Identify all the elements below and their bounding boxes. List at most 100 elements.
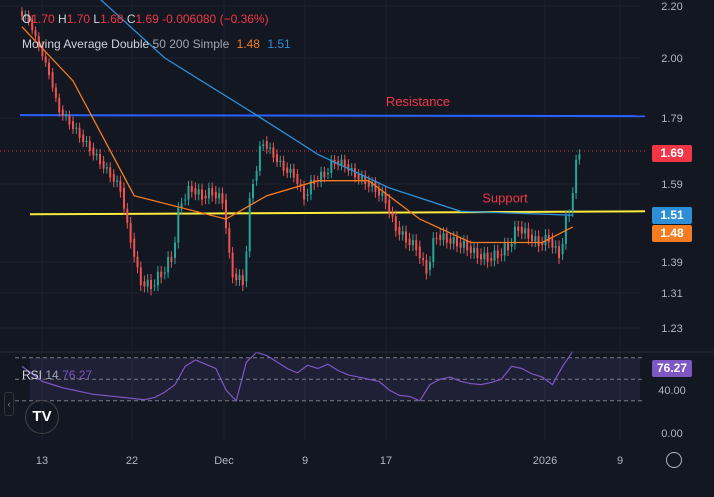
candle	[357, 174, 360, 180]
candle	[374, 181, 377, 192]
x-tick-label: 9	[302, 455, 308, 467]
candle	[289, 168, 292, 173]
candle	[187, 185, 190, 200]
candle	[262, 144, 265, 147]
candle	[123, 187, 125, 209]
rsi-value-tag: 76.27	[652, 360, 692, 377]
candle	[163, 272, 166, 274]
price-tick-label: 2.20	[661, 1, 682, 13]
candle	[174, 242, 176, 259]
candle	[513, 226, 516, 244]
candle	[180, 203, 183, 209]
candle	[65, 114, 68, 117]
candle	[517, 226, 520, 231]
candle	[279, 160, 282, 162]
candle	[473, 247, 476, 253]
candle	[27, 14, 30, 22]
high-value: 1.70	[66, 12, 91, 26]
candle	[119, 180, 122, 192]
candle	[21, 11, 23, 17]
candle	[340, 159, 343, 166]
candle	[184, 199, 187, 201]
candle	[568, 215, 571, 217]
candle	[378, 187, 380, 196]
candle	[405, 231, 407, 243]
tradingview-logo[interactable]: TV	[25, 400, 59, 434]
candle	[520, 226, 523, 234]
candle	[150, 279, 152, 290]
close-value: 1.69	[135, 12, 159, 26]
candle	[493, 250, 496, 261]
ma-name: Moving Average Double	[22, 37, 150, 51]
candle	[48, 62, 50, 76]
candle	[85, 140, 88, 143]
price-tick-label: 1.39	[661, 257, 682, 269]
candle	[541, 242, 544, 246]
candle	[204, 195, 207, 199]
candle	[476, 247, 479, 259]
candle	[225, 199, 227, 229]
candle	[578, 154, 581, 160]
candle	[228, 228, 231, 253]
candle	[61, 109, 64, 117]
ma-legend[interactable]: Moving Average Double 50 200 Simple 1.48…	[22, 37, 291, 51]
candle	[486, 252, 489, 262]
candle	[248, 198, 251, 252]
candle	[503, 243, 506, 256]
candle	[367, 180, 370, 187]
candle	[483, 252, 486, 260]
candle	[109, 167, 112, 178]
open-label: O	[22, 12, 32, 26]
rsi-legend[interactable]: RSI 14 76.27	[22, 368, 92, 382]
collapse-arrow-icon[interactable]: ‹	[4, 392, 14, 416]
candle	[218, 193, 221, 199]
candle	[231, 252, 234, 278]
candle	[490, 258, 493, 261]
candle	[303, 185, 305, 200]
ma-fast-tag: 1.48	[652, 225, 692, 242]
candle	[102, 160, 105, 169]
candle	[299, 184, 302, 186]
candle	[221, 193, 224, 204]
candle	[245, 251, 248, 282]
candle	[88, 140, 91, 151]
settings-icon[interactable]	[666, 452, 682, 468]
candle	[265, 141, 268, 149]
candle	[177, 208, 180, 243]
candle	[422, 258, 425, 261]
candle	[531, 234, 533, 242]
candle	[92, 147, 95, 156]
candle	[235, 273, 238, 281]
ohlc-legend: O1.70 H1.70 L1.68 C1.69 -0.006080 (−0.36…	[22, 12, 269, 26]
candle	[24, 14, 27, 17]
candle	[146, 279, 149, 287]
candle	[82, 134, 85, 143]
low-label: L	[93, 12, 101, 26]
close-label: C	[126, 12, 136, 26]
x-tick-label: 13	[36, 455, 48, 467]
candle	[456, 237, 458, 247]
candle	[462, 240, 465, 248]
candle	[408, 238, 411, 246]
price-tick-label: 1.31	[661, 288, 682, 300]
ma-slow-value: 1.51	[267, 37, 291, 51]
candle	[116, 180, 119, 182]
candle	[255, 170, 258, 181]
candle	[371, 181, 374, 187]
candle	[37, 36, 40, 48]
candle	[575, 159, 578, 194]
candle	[350, 168, 353, 171]
candle	[452, 237, 455, 244]
candle	[72, 121, 74, 129]
candle	[401, 231, 404, 235]
candle	[439, 234, 442, 240]
candle	[381, 192, 384, 196]
candle	[327, 173, 329, 175]
candle	[282, 160, 285, 171]
x-tick-label: Dec	[214, 455, 234, 467]
rsi-line	[21, 350, 574, 402]
candle	[544, 234, 547, 246]
candle	[99, 154, 101, 165]
